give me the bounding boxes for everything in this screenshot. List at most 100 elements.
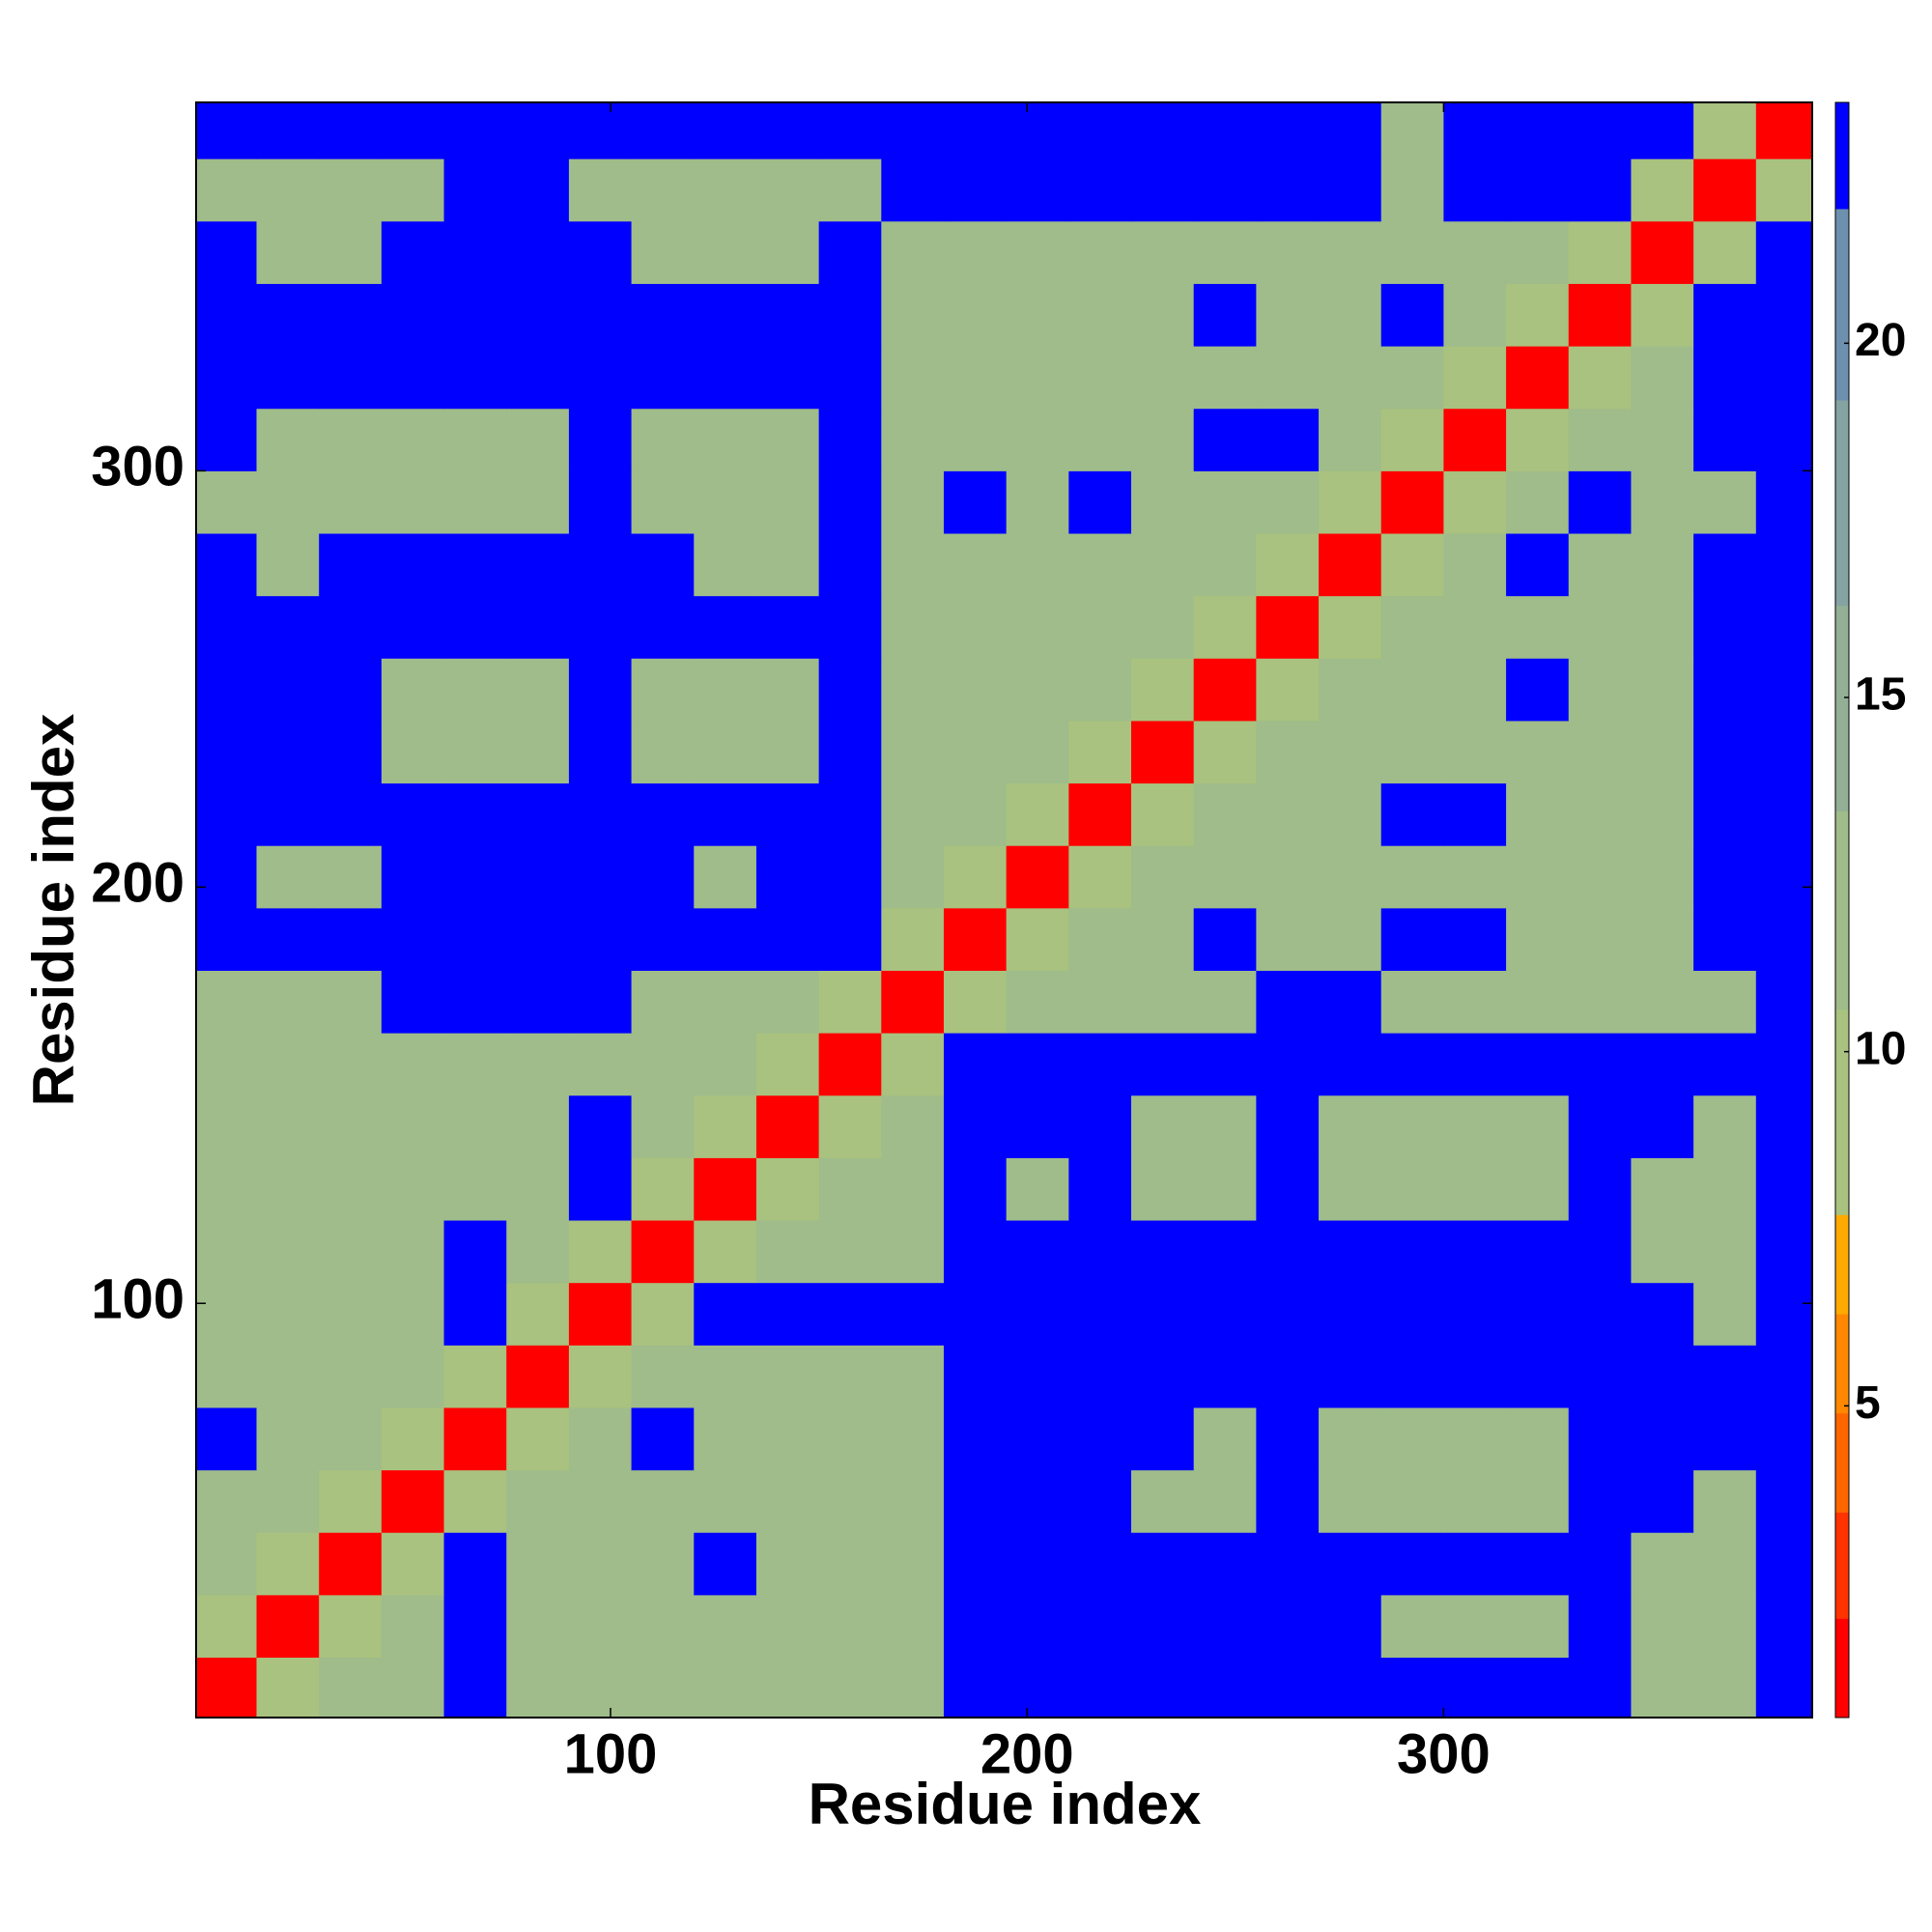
heatmap-cell (694, 1406, 757, 1471)
heatmap-cell (443, 1469, 507, 1533)
heatmap-cell (196, 1282, 258, 1346)
heatmap-cell (506, 346, 570, 410)
heatmap-cell (1755, 845, 1812, 909)
heatmap-cell (1068, 1406, 1132, 1471)
heatmap-cell (943, 720, 1008, 784)
heatmap-cell (943, 533, 1008, 597)
heatmap-cell (1568, 1532, 1632, 1596)
heatmap-cell (381, 1594, 445, 1659)
heatmap-cell (881, 102, 945, 159)
x-tick-label: 200 (980, 1722, 1074, 1785)
heatmap-cell (443, 1532, 507, 1596)
heatmap-cell (196, 845, 258, 909)
heatmap-cell (1755, 970, 1812, 1034)
heatmap-cell (1380, 1406, 1444, 1471)
heatmap-cell (1506, 102, 1570, 159)
heatmap-cell (755, 408, 820, 471)
heatmap-cell (755, 782, 820, 846)
heatmap-cell (943, 1532, 1008, 1596)
heatmap-cell (506, 1157, 570, 1221)
heatmap-cell (1755, 346, 1812, 410)
heatmap-cell (319, 970, 383, 1034)
heatmap-cell (818, 283, 882, 347)
heatmap-cell (568, 533, 633, 597)
heatmap-cell (1006, 1532, 1069, 1596)
heatmap-cell (568, 283, 633, 347)
heatmap-cell (1193, 346, 1257, 410)
heatmap-cell (381, 1282, 445, 1346)
heatmap-cell (943, 1469, 1008, 1533)
heatmap-cell (1506, 907, 1570, 971)
heatmap-cell (1131, 595, 1195, 659)
heatmap-cell (1006, 907, 1069, 971)
heatmap-cell (1319, 1033, 1382, 1096)
heatmap-cell (943, 1657, 1008, 1718)
heatmap-cell (1755, 533, 1812, 597)
heatmap-cell (1256, 220, 1320, 284)
heatmap-cell (1631, 1594, 1694, 1659)
heatmap-cell (196, 1220, 258, 1284)
heatmap-cell (196, 1532, 258, 1596)
heatmap-cell (1319, 1532, 1382, 1596)
heatmap-cell (881, 283, 945, 347)
heatmap-cell (196, 595, 258, 659)
heatmap-cell (1693, 720, 1757, 784)
heatmap-cell (319, 845, 383, 909)
heatmap-cell (943, 220, 1008, 284)
heatmap-cell (256, 1657, 320, 1718)
heatmap-cell (381, 470, 445, 534)
heatmap-cell (1568, 845, 1632, 909)
heatmap-cell (256, 1094, 320, 1158)
heatmap-cell (1693, 1532, 1757, 1596)
heatmap-cell (1443, 283, 1507, 347)
heatmap-cell (1443, 1532, 1507, 1596)
heatmap-cell (381, 1157, 445, 1221)
heatmap-cell (568, 408, 633, 471)
heatmap-cell (1568, 658, 1632, 722)
heatmap-cell (1131, 1094, 1195, 1158)
heatmap-cell (506, 1657, 570, 1718)
heatmap-cell (381, 102, 445, 159)
heatmap-cell (694, 1033, 757, 1096)
heatmap-cell (443, 283, 507, 347)
heatmap-cell (1443, 1657, 1507, 1718)
colorbar-band (1835, 1314, 1849, 1414)
heatmap-cell (881, 346, 945, 410)
heatmap-cell (818, 1157, 882, 1221)
heatmap-cell (1006, 1220, 1069, 1284)
heatmap-cell (1319, 1157, 1382, 1221)
heatmap-cell (1131, 1469, 1195, 1533)
heatmap-cell (1193, 845, 1257, 909)
heatmap-cell (818, 533, 882, 597)
heatmap-cell (1131, 845, 1195, 909)
heatmap-cell (694, 158, 757, 222)
heatmap-cell (1755, 220, 1812, 284)
heatmap-cell (381, 845, 445, 909)
heatmap-cell (1506, 346, 1570, 410)
heatmap-cell (1568, 533, 1632, 597)
heatmap-cell (881, 408, 945, 471)
heatmap-cell (1006, 1406, 1069, 1471)
heatmap-cell (631, 533, 695, 597)
heatmap-cell (1193, 907, 1257, 971)
heatmap-cell (1068, 283, 1132, 347)
heatmap-cell (631, 970, 695, 1034)
heatmap-cell (1256, 408, 1320, 471)
heatmap-cell (1256, 1282, 1320, 1346)
heatmap-cell (1631, 1033, 1694, 1096)
heatmap-cell (881, 1406, 945, 1471)
heatmap-cell (1755, 470, 1812, 534)
heatmap-cell (1193, 220, 1257, 284)
heatmap-cell (1443, 102, 1507, 159)
colorbar-frame (1834, 101, 1850, 1719)
heatmap-cell (1631, 845, 1694, 909)
heatmap-cell (631, 158, 695, 222)
heatmap-cell (1068, 1157, 1132, 1221)
heatmap-cell (568, 720, 633, 784)
heatmap-cell (631, 102, 695, 159)
heatmap-cell (1256, 1345, 1320, 1408)
heatmap-cell (1755, 907, 1812, 971)
heatmap-cell (256, 1282, 320, 1346)
heatmap-cell (1193, 1594, 1257, 1659)
